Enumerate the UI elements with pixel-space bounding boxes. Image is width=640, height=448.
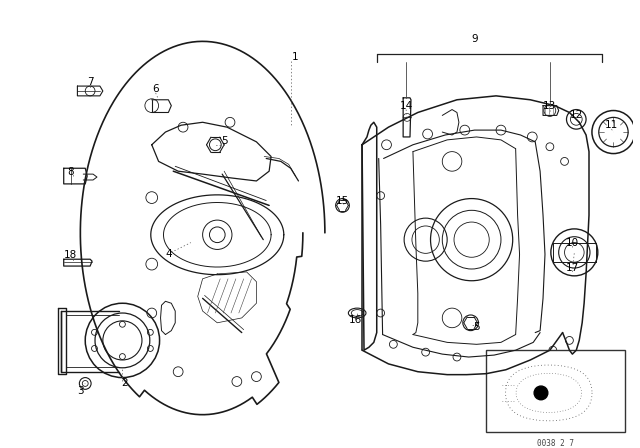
Text: 0038 2 7: 0038 2 7 — [537, 439, 574, 448]
Text: 9: 9 — [471, 34, 478, 44]
Text: 6: 6 — [152, 84, 159, 94]
Text: 5: 5 — [473, 322, 480, 332]
Circle shape — [534, 386, 548, 400]
Text: 11: 11 — [605, 120, 618, 130]
Text: 1: 1 — [292, 52, 299, 62]
Text: 13: 13 — [543, 101, 557, 111]
Text: 2: 2 — [121, 379, 127, 388]
Text: 17: 17 — [566, 263, 579, 273]
Text: 10: 10 — [566, 237, 579, 248]
Text: 3: 3 — [77, 386, 84, 396]
Text: 18: 18 — [64, 250, 77, 260]
Text: 5: 5 — [221, 136, 227, 146]
Text: 16: 16 — [349, 315, 362, 325]
Bar — [486, 350, 625, 432]
Text: 15: 15 — [336, 195, 349, 206]
Text: 12: 12 — [570, 110, 583, 121]
Text: 4: 4 — [165, 250, 172, 259]
Text: 7: 7 — [87, 77, 93, 87]
Text: 14: 14 — [399, 101, 413, 111]
Text: 8: 8 — [67, 167, 74, 177]
